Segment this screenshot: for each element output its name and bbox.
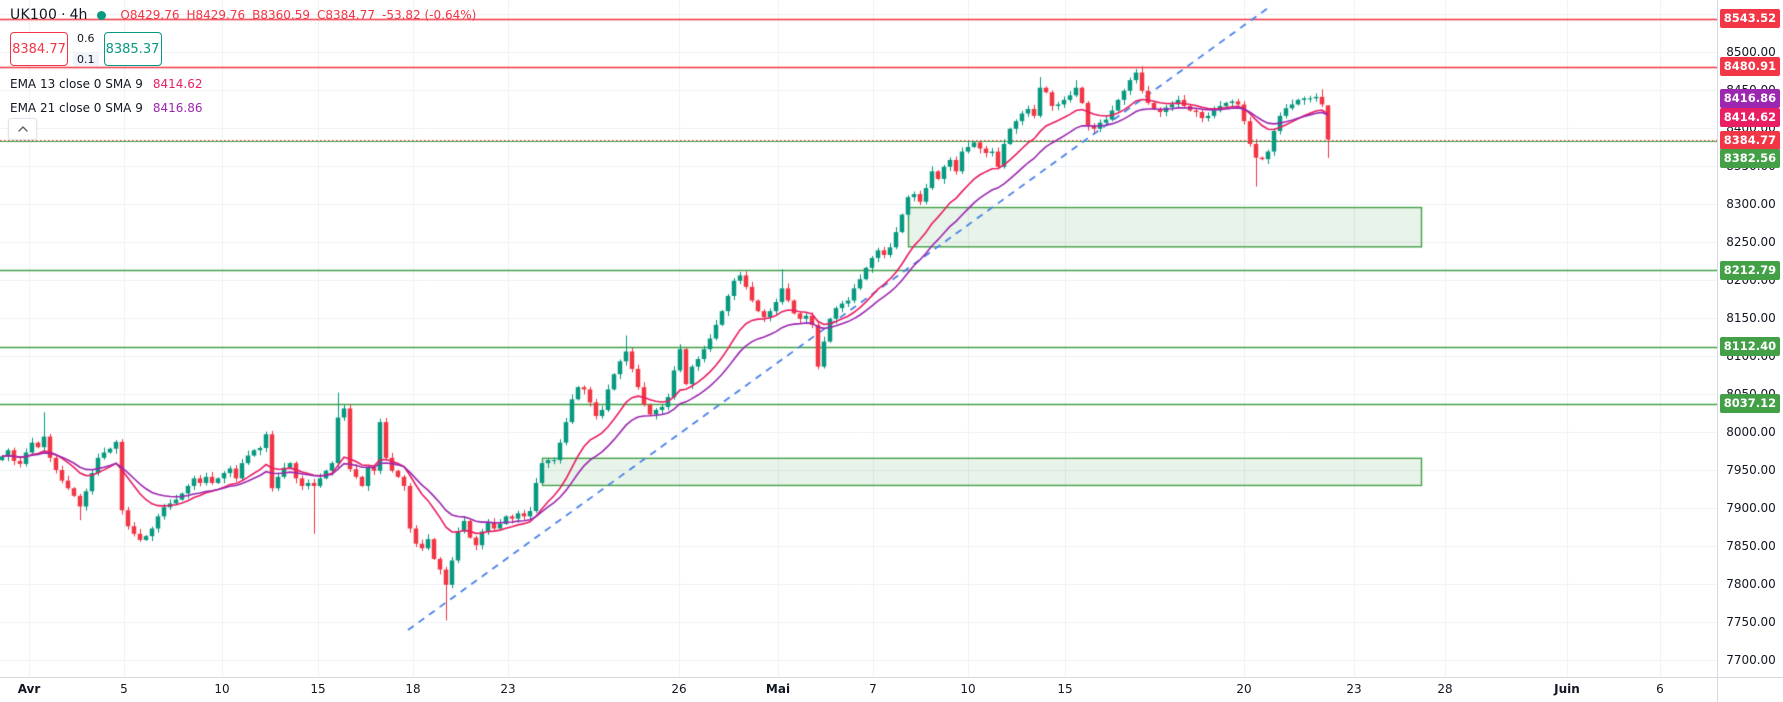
price-level-badge: 8384.77 xyxy=(1720,130,1780,150)
price-axis[interactable]: 7700.00 7750.00 7800.00 7850.00 7900.00 7950.… xyxy=(1717,0,1783,677)
time-tick-label: 15 xyxy=(1057,682,1073,696)
price-level-badge: 8112.40 xyxy=(1720,337,1780,357)
time-tick-label: 23 xyxy=(500,682,516,696)
chart-legend: UK100 · 4h O8429.76 H8429.76 B8360.59 C8… xyxy=(10,4,476,120)
time-axis[interactable]: Avr 5 10 15 18 23 26 Mai 7 10 15 20 23 28 Juin 6 xyxy=(0,677,1783,702)
collapse-legend-button[interactable] xyxy=(8,118,37,140)
time-tick-label: 23 xyxy=(1346,682,1362,696)
indicator-row-ema21[interactable]: EMA 21 close 0 SMA 9 8416.86 xyxy=(10,96,476,120)
price-tick-label: 7800.00 xyxy=(1726,577,1776,591)
sell-bid-button[interactable]: 8384.77 xyxy=(10,32,68,66)
price-tick-label: 8500.00 xyxy=(1726,45,1776,59)
change-value: -53.82 (-0.64%) xyxy=(382,8,477,22)
price-tick-label: 8150.00 xyxy=(1726,311,1776,325)
time-tick-label: 10 xyxy=(960,682,976,696)
buy-ask-button[interactable]: 8385.37 xyxy=(103,32,162,66)
high-value: 8429.76 xyxy=(195,8,246,22)
symbol-title-row[interactable]: UK100 · 4h O8429.76 H8429.76 B8360.59 C8… xyxy=(10,4,476,26)
time-tick-label: Avr xyxy=(17,682,41,696)
title-separator: · xyxy=(61,7,66,23)
bid-price: 8384.77 xyxy=(12,41,66,57)
price-level-badge: 8414.62 xyxy=(1720,107,1780,127)
indicator-row-ema13[interactable]: EMA 13 close 0 SMA 9 8414.62 xyxy=(10,72,476,96)
time-tick-label: 15 xyxy=(310,682,326,696)
bid-ask-panel: 8384.77 0.6 0.1 8385.37 xyxy=(10,32,476,66)
ask-price: 8385.37 xyxy=(105,41,160,57)
time-tick-label: 6 xyxy=(1656,682,1664,696)
price-tick-label: 7900.00 xyxy=(1726,501,1776,515)
ema13-value: 8414.62 xyxy=(152,77,203,91)
open-label: O xyxy=(120,8,130,22)
indicator-legend: EMA 13 close 0 SMA 9 8414.62 EMA 21 clos… xyxy=(10,72,476,120)
spread-top-value: 0.6 xyxy=(77,32,95,45)
time-tick-label: 28 xyxy=(1437,682,1453,696)
chart-canvas[interactable] xyxy=(0,0,1717,677)
time-tick-label: 7 xyxy=(869,682,877,696)
time-tick-label: Juin xyxy=(1554,682,1580,696)
price-tick-label: 7750.00 xyxy=(1726,615,1776,629)
symbol-name: UK100 xyxy=(10,7,58,23)
ema13-label: EMA 13 close 0 SMA 9 xyxy=(10,77,143,91)
close-value: 8384.77 xyxy=(325,8,375,22)
time-tick-label: 5 xyxy=(120,682,128,696)
price-level-badge: 8382.56 xyxy=(1720,148,1780,168)
price-tick-label: 8250.00 xyxy=(1726,235,1776,249)
price-tick-label: 7950.00 xyxy=(1726,463,1776,477)
price-level-badge: 8037.12 xyxy=(1720,394,1780,414)
ema21-label: EMA 21 close 0 SMA 9 xyxy=(10,101,143,115)
price-tick-label: 7850.00 xyxy=(1726,539,1776,553)
price-level-badge: 8480.91 xyxy=(1720,57,1780,76)
ema21-value: 8416.86 xyxy=(152,101,203,115)
low-value: 8360.59 xyxy=(260,8,310,22)
spread-bottom-value: 0.1 xyxy=(73,53,99,66)
spread-column: 0.6 0.1 xyxy=(68,32,104,66)
time-tick-label: Mai xyxy=(765,682,791,696)
high-label: H xyxy=(186,8,196,22)
chevron-up-icon xyxy=(17,126,28,132)
time-tick-label: 20 xyxy=(1236,682,1252,696)
price-tick-label: 8300.00 xyxy=(1726,197,1776,211)
timeframe-label: 4h xyxy=(69,7,88,23)
open-value: 8429.76 xyxy=(129,8,180,22)
price-tick-label: 8000.00 xyxy=(1726,425,1776,439)
axis-corner xyxy=(1717,677,1783,702)
price-tick-label: 7700.00 xyxy=(1726,653,1776,667)
price-level-badge: 8212.79 xyxy=(1720,260,1780,280)
time-tick-label: 10 xyxy=(214,682,230,696)
price-level-badge: 8543.52 xyxy=(1720,9,1780,29)
close-label: C xyxy=(316,8,326,22)
market-status-dot-icon xyxy=(97,10,107,20)
low-label: B xyxy=(252,8,261,22)
time-tick-label: 18 xyxy=(405,682,421,696)
time-tick-label: 26 xyxy=(671,682,687,696)
price-level-badge: 8416.86 xyxy=(1720,88,1780,108)
ohlc-readout: O8429.76 H8429.76 B8360.59 C8384.77 -53.… xyxy=(120,8,476,22)
